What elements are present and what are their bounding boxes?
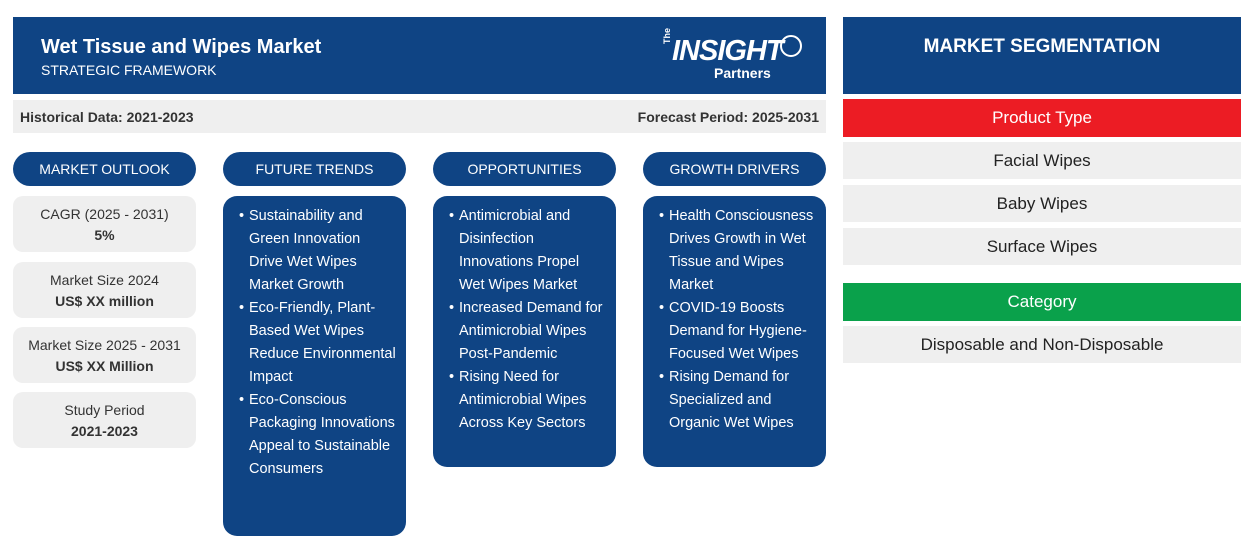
list-item: Sustainability and Green Innovation Driv…: [239, 205, 398, 297]
market-size-forecast-card: Market Size 2025 - 2031 US$ XX Million: [13, 327, 196, 383]
growth-drivers-box: Health Consciousness Drives Growth in We…: [643, 196, 826, 467]
market-size-forecast-label: Market Size 2025 - 2031: [28, 337, 181, 353]
list-item: Antimicrobial and Disinfection Innovatio…: [449, 205, 608, 297]
list-item: Eco-Friendly, Plant-Based Wet Wipes Redu…: [239, 297, 398, 389]
market-size-forecast-value: US$ XX Million: [55, 358, 154, 374]
opportunities-header: OPPORTUNITIES: [433, 152, 616, 186]
report-header: Wet Tissue and Wipes Market STRATEGIC FR…: [13, 17, 826, 94]
study-period-value: 2021-2023: [71, 423, 138, 439]
forecast-period-label: Forecast Period: 2025-2031: [637, 109, 819, 125]
page-title: Wet Tissue and Wipes Market: [41, 36, 322, 58]
logo-the-text: The: [662, 27, 672, 44]
logo-ring-icon: [780, 35, 802, 57]
segment-item-facial-wipes: Facial Wipes: [843, 142, 1241, 179]
cagr-value: 5%: [94, 227, 115, 243]
list-item: Rising Demand for Specialized and Organi…: [659, 366, 818, 435]
market-size-2024-label: Market Size 2024: [50, 272, 159, 288]
list-item: Health Consciousness Drives Growth in We…: [659, 205, 818, 297]
market-size-2024-card: Market Size 2024 US$ XX million: [13, 262, 196, 318]
period-bar: Historical Data: 2021-2023 Forecast Peri…: [13, 100, 826, 133]
cagr-label: CAGR (2025 - 2031): [40, 206, 169, 222]
historical-data-label: Historical Data: 2021-2023: [20, 109, 194, 125]
list-item: Eco-Conscious Packaging Innovations Appe…: [239, 389, 398, 481]
market-segmentation-header: MARKET SEGMENTATION: [843, 17, 1241, 94]
page-subtitle: STRATEGIC FRAMEWORK: [41, 62, 217, 78]
list-item: Rising Need for Antimicrobial Wipes Acro…: [449, 366, 608, 435]
study-period-card: Study Period 2021-2023: [13, 392, 196, 448]
segment-item-baby-wipes: Baby Wipes: [843, 185, 1241, 222]
market-size-2024-value: US$ XX million: [55, 293, 154, 309]
segment-category-category: Category: [843, 283, 1241, 321]
opportunities-box: Antimicrobial and Disinfection Innovatio…: [433, 196, 616, 467]
segment-item-disposable: Disposable and Non-Disposable: [843, 326, 1241, 363]
list-item: COVID-19 Boosts Demand for Hygiene-Focus…: [659, 297, 818, 366]
logo-partners-text: Partners: [714, 65, 771, 81]
segment-item-surface-wipes: Surface Wipes: [843, 228, 1241, 265]
market-outlook-header: MARKET OUTLOOK: [13, 152, 196, 186]
segment-category-product-type: Product Type: [843, 99, 1241, 137]
study-period-label: Study Period: [64, 402, 145, 418]
insight-partners-logo: The INSIGHT Partners: [662, 27, 802, 81]
logo-insight-text: INSIGHT: [672, 35, 784, 67]
cagr-card: CAGR (2025 - 2031) 5%: [13, 196, 196, 252]
future-trends-box: Sustainability and Green Innovation Driv…: [223, 196, 406, 536]
list-item: Increased Demand for Antimicrobial Wipes…: [449, 297, 608, 366]
growth-drivers-header: GROWTH DRIVERS: [643, 152, 826, 186]
future-trends-header: FUTURE TRENDS: [223, 152, 406, 186]
